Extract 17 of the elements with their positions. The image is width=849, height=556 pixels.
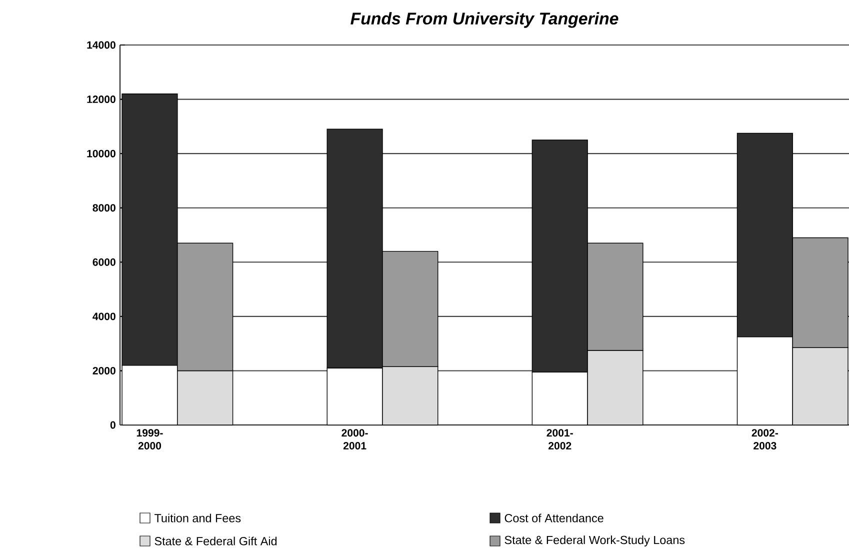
chart-title: Funds From University Tangerine: [350, 12, 618, 28]
y-tick-label: 4000: [92, 312, 116, 320]
y-tick-label: 0: [110, 421, 116, 429]
legend-label: Tuition and Fees: [154, 514, 241, 522]
x-tick-label: 2002-2003: [752, 429, 778, 450]
x-tick-label: 2000-2001: [342, 429, 368, 450]
legend-label: State & Federal Gift Aid: [154, 536, 277, 546]
y-tick-label: 10000: [87, 150, 116, 158]
y-tick-label: 6000: [92, 258, 116, 266]
legend-label: Cost of Attendance: [504, 514, 604, 522]
y-tick-label: 2000: [92, 366, 116, 374]
y-tick-label: 14000: [87, 41, 116, 49]
y-tick-label: 8000: [92, 204, 116, 212]
x-tick-label: 1999-2000: [136, 429, 163, 450]
x-tick-label: 2001-2002: [546, 429, 573, 450]
y-tick-label: 12000: [87, 96, 116, 104]
legend-label: State & Federal Work-Study Loans: [504, 536, 685, 546]
